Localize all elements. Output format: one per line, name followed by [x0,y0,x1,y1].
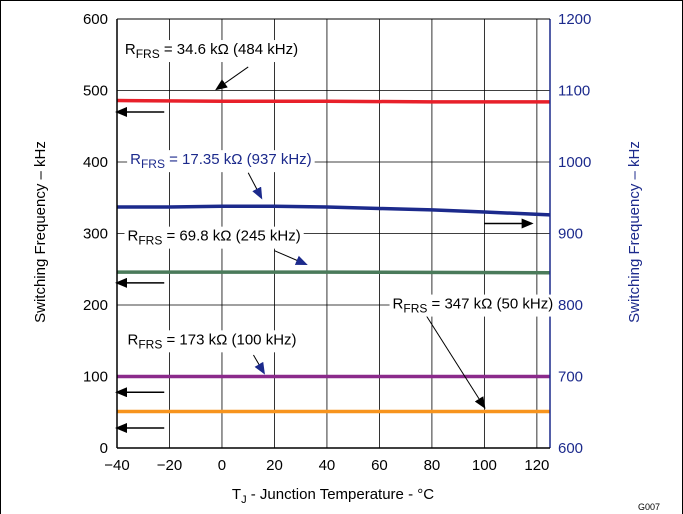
annotation-rest: = 173 kΩ (100 kHz) [162,331,296,348]
annotation-rest: = 34.6 kΩ (484 kHz) [160,41,298,58]
annotation-rest: = 17.35 kΩ (937 kHz) [165,151,312,168]
x-axis-title-subscript: J [241,494,247,506]
annotation-label: RFRS = 17.35 kΩ (937 kHz) [130,151,312,171]
annotation-main: R [127,228,138,245]
series-line [116,98,550,104]
y-left-tick-label: 100 [83,369,108,386]
annotation-label-background [124,330,300,353]
x-tick-label: 0 [218,457,226,474]
annotation-pointer-arrow [423,311,486,409]
annotation-subscript: FRS [138,234,162,248]
annotation-main: R [125,41,136,58]
x-axis-title-main: T [232,486,241,503]
y-left-tick-label: 0 [100,440,108,457]
annotation-pointer-arrow [274,250,308,266]
series-line [117,270,551,275]
x-tick-label: 40 [319,457,336,474]
axis-arrows [115,106,534,433]
annotation-pointer-arrow [253,354,265,375]
annotation-main: R [393,296,404,313]
annotation-label-background [121,40,302,63]
x-tick-label: 120 [524,457,549,474]
y-left-tick-label: 600 [83,11,108,28]
x-tick-label: 60 [371,457,388,474]
tick-labels: −40 −20 0 20 40 60 80 100 1200100200300400500600… [83,11,591,474]
y-left-tick-label: 300 [83,226,108,243]
annotation-subscript: FRS [403,302,427,316]
x-tick-label: 20 [266,457,283,474]
series-lines [116,98,551,414]
series-line [117,204,551,217]
annotation-subscript: FRS [136,47,160,61]
annotation-label: RFRS = 34.6 kΩ (484 kHz) [125,41,298,61]
y-axis-right-title: Switching Frequency – kHz [626,141,643,323]
annotation-subscript: FRS [138,337,162,351]
x-axis-title: TJ - Junction Temperature - °C [232,486,434,506]
x-tick-label: 80 [424,457,441,474]
y-right-tick-label: 600 [558,440,583,457]
annotation-pointer-arrow [247,172,263,200]
annotation-main: R [127,331,138,348]
annotation-label: RFRS = 69.8 kΩ (245 kHz) [127,228,300,248]
annotation-pointer-arrow [215,66,249,91]
y-left-tick-label: 500 [83,83,108,100]
y-right-tick-label: 1000 [558,154,591,171]
y-left-tick-label: 200 [83,297,108,314]
x-tick-label: −20 [157,457,182,474]
annotation-subscript: FRS [141,157,165,171]
x-axis-title-rest: - Junction Temperature - °C [247,486,435,503]
y-right-tick-label: 1200 [558,11,591,28]
annotation-label-background [127,150,315,173]
series-annotations: RFRS = 34.6 kΩ (484 kHz)RFRS = 17.35 kΩ … [121,40,557,353]
figure-id: G007 [638,502,660,512]
annotation-rest: = 347 kΩ (50 kHz) [427,296,553,313]
annotation-rest: = 69.8 kΩ (245 kHz) [162,228,300,245]
y-left-tick-label: 400 [83,154,108,171]
x-tick-label: 100 [472,457,497,474]
x-tick-label: −40 [104,457,129,474]
y-axis-left-title: Switching Frequency – kHz [32,141,49,323]
annotation-pointers [215,66,486,409]
annotation-label: RFRS = 173 kΩ (100 kHz) [127,331,296,351]
plot-axes [116,18,551,449]
annotation-label: RFRS = 347 kΩ (50 kHz) [393,296,554,316]
annotation-label-background [124,226,304,249]
y-right-tick-label: 800 [558,297,583,314]
annotation-main: R [130,151,141,168]
annotation-label-background [389,294,557,317]
y-right-tick-label: 900 [558,226,583,243]
y-right-tick-label: 700 [558,369,583,386]
y-right-tick-label: 1100 [558,83,590,100]
